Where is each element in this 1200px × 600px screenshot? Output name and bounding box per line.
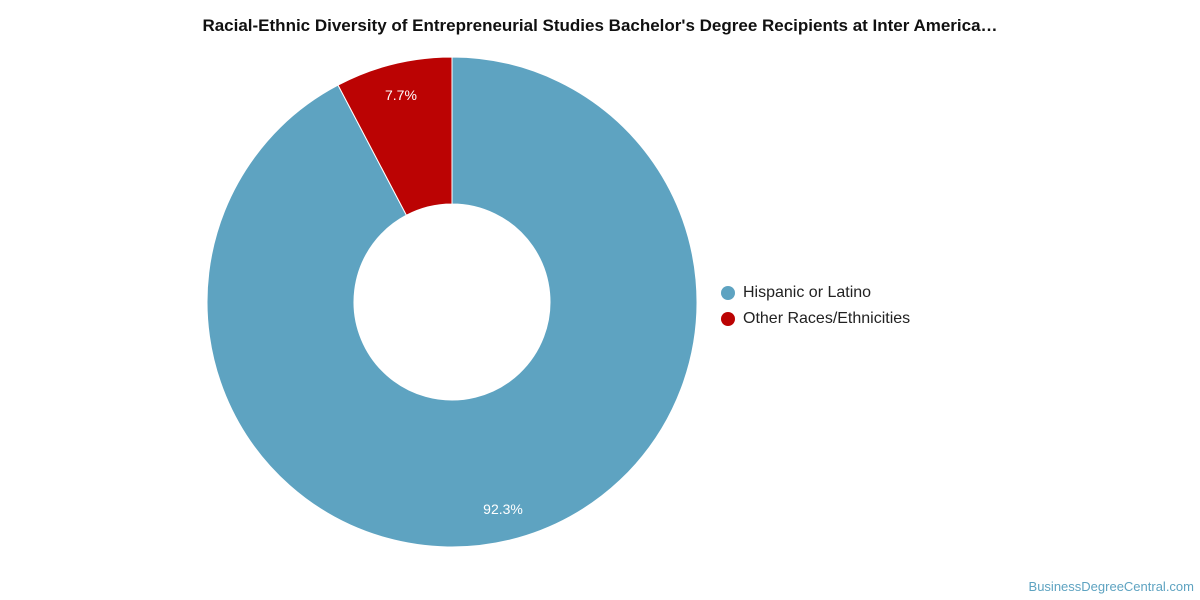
slice-value-label: 92.3%	[483, 501, 523, 517]
pie-slice-hispanic-or-latino[interactable]	[206, 56, 698, 548]
legend-item[interactable]: Hispanic or Latino	[721, 280, 910, 306]
legend-swatch	[721, 312, 735, 326]
legend-item[interactable]: Other Races/Ethnicities	[721, 306, 910, 332]
chart-legend: Hispanic or Latino Other Races/Ethnicitie…	[721, 280, 910, 332]
legend-swatch	[721, 286, 735, 300]
source-credit[interactable]: BusinessDegreeCentral.com	[1028, 579, 1194, 594]
chart-title: Racial-Ethnic Diversity of Entrepreneuri…	[202, 16, 998, 35]
pie-slice-other-races-ethnicities[interactable]	[337, 56, 453, 216]
slice-value-label: 7.7%	[385, 87, 417, 103]
legend-label: Hispanic or Latino	[743, 284, 872, 301]
legend-label: Other Races/Ethnicities	[743, 310, 911, 327]
